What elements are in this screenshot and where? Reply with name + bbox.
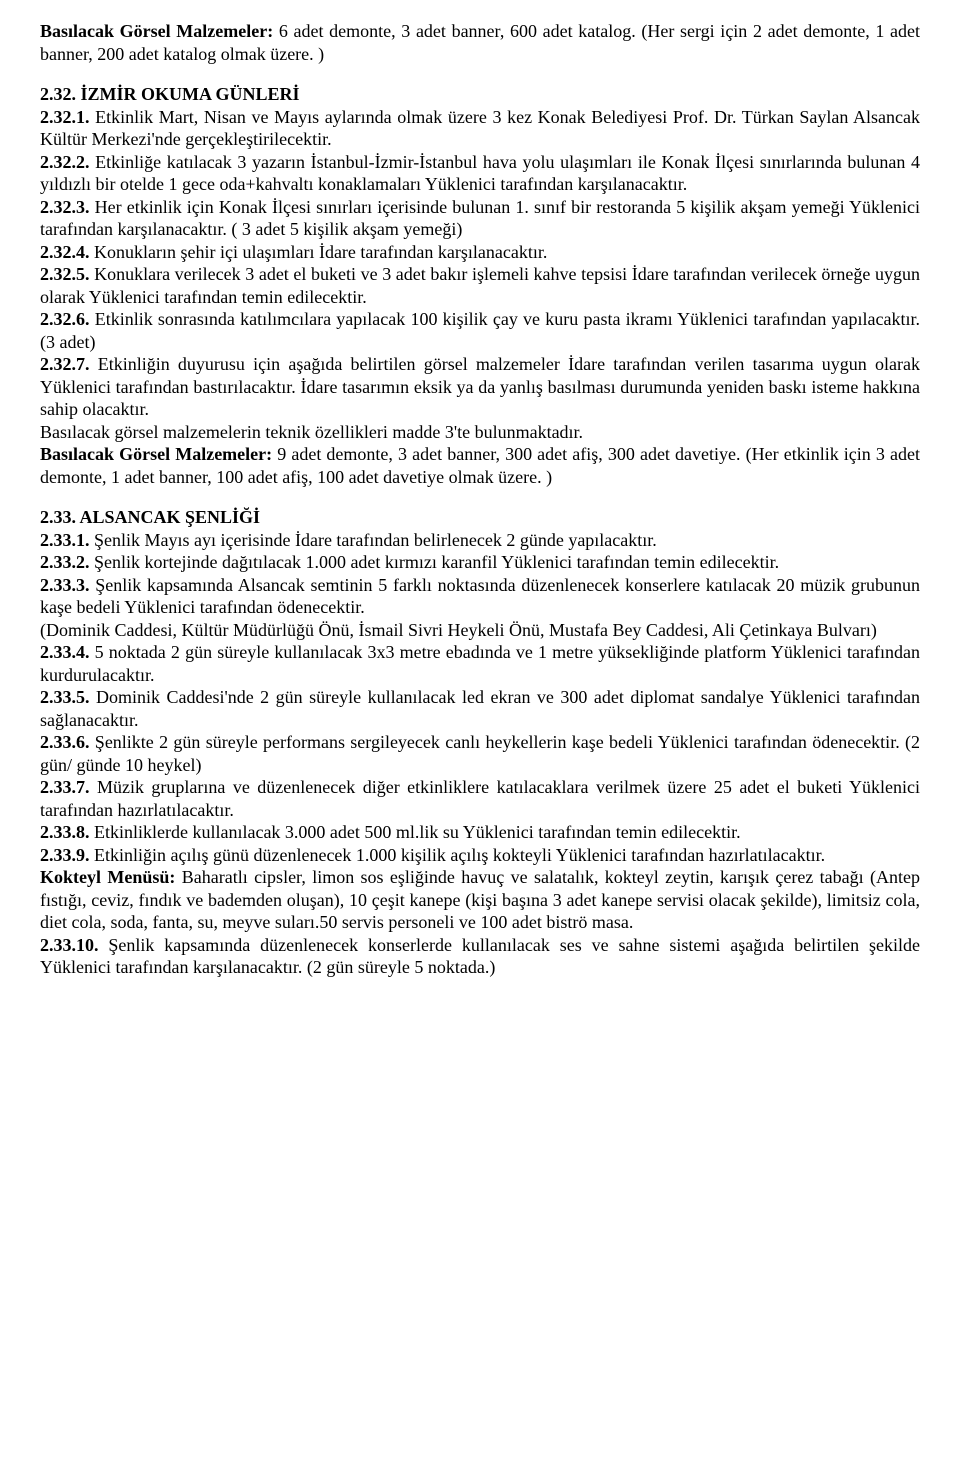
text: Şenlik kapsamında Alsancak semtinin 5 fa…	[40, 575, 920, 618]
item-232-7: 2.32.7. Etkinliğin duyurusu için aşağıda…	[40, 353, 920, 421]
item-233-2: 2.33.2. Şenlik kortejinde dağıtılacak 1.…	[40, 551, 920, 574]
item-232-3: 2.32.3. Her etkinlik için Konak İlçesi s…	[40, 196, 920, 241]
spacer	[40, 65, 920, 83]
text: Etkinliğe katılacak 3 yazarın İstanbul-İ…	[40, 152, 920, 195]
num: 2.32.5.	[40, 264, 90, 284]
num: 2.32.6.	[40, 309, 90, 329]
num: 2.32.4.	[40, 242, 90, 262]
label-bold: Basılacak Görsel Malzemeler:	[40, 21, 273, 41]
item-232-6: 2.32.6. Etkinlik sonrasında katılımcılar…	[40, 308, 920, 353]
num: 2.32.7.	[40, 354, 90, 374]
item-233-1: 2.33.1. Şenlik Mayıs ayı içerisinde İdar…	[40, 529, 920, 552]
text: Etkinlik Mart, Nisan ve Mayıs aylarında …	[40, 107, 920, 150]
item-233-5: 2.33.5. Dominik Caddesi'nde 2 gün süreyl…	[40, 686, 920, 731]
num: 2.33.3.	[40, 575, 90, 595]
heading-233: 2.33. ALSANCAK ŞENLİĞİ	[40, 506, 920, 529]
item-233-7: 2.33.7. Müzik gruplarına ve düzenlenecek…	[40, 776, 920, 821]
num: 2.33.8.	[40, 822, 90, 842]
item-232-7a: Basılacak görsel malzemelerin teknik öze…	[40, 421, 920, 444]
text: Etkinliklerde kullanılacak 3.000 adet 50…	[90, 822, 741, 842]
item-233-6: 2.33.6. Şenlikte 2 gün süreyle performan…	[40, 731, 920, 776]
num: 2.33.9.	[40, 845, 90, 865]
paragraph-intro-materials: Basılacak Görsel Malzemeler: 6 adet demo…	[40, 20, 920, 65]
item-232-4: 2.32.4. Konukların şehir içi ulaşımları …	[40, 241, 920, 264]
text: Şenlik kortejinde dağıtılacak 1.000 adet…	[90, 552, 780, 572]
heading-232: 2.32. İZMİR OKUMA GÜNLERİ	[40, 83, 920, 106]
text: Etkinliğin duyurusu için aşağıda belirti…	[40, 354, 920, 419]
item-232-2: 2.32.2. Etkinliğe katılacak 3 yazarın İs…	[40, 151, 920, 196]
item-232-1: 2.32.1. Etkinlik Mart, Nisan ve Mayıs ay…	[40, 106, 920, 151]
item-233-4: 2.33.4. 5 noktada 2 gün süreyle kullanıl…	[40, 641, 920, 686]
item-233-3: 2.33.3. Şenlik kapsamında Alsancak semti…	[40, 574, 920, 619]
text: Etkinliğin açılış günü düzenlenecek 1.00…	[90, 845, 826, 865]
num: 2.33.4.	[40, 642, 90, 662]
num: 2.33.1.	[40, 530, 90, 550]
num: 2.33.7.	[40, 777, 90, 797]
text: Dominik Caddesi'nde 2 gün süreyle kullan…	[40, 687, 920, 730]
text: Her etkinlik için Konak İlçesi sınırları…	[40, 197, 920, 240]
text: Şenlik kapsamında düzenlenecek konserler…	[40, 935, 920, 978]
text: Şenlik Mayıs ayı içerisinde İdare tarafı…	[90, 530, 657, 550]
item-233-3a: (Dominik Caddesi, Kültür Müdürlüğü Önü, …	[40, 619, 920, 642]
text: Konukların şehir içi ulaşımları İdare ta…	[90, 242, 548, 262]
spacer	[40, 488, 920, 506]
num: 2.32.2.	[40, 152, 90, 172]
num: 2.33.6.	[40, 732, 90, 752]
item-232-materials: Basılacak Görsel Malzemeler: 9 adet demo…	[40, 443, 920, 488]
num: 2.33.2.	[40, 552, 90, 572]
text: Şenlikte 2 gün süreyle performans sergil…	[40, 732, 920, 775]
item-233-9: 2.33.9. Etkinliğin açılış günü düzenlene…	[40, 844, 920, 867]
text: 5 noktada 2 gün süreyle kullanılacak 3x3…	[40, 642, 920, 685]
num: 2.32.3.	[40, 197, 90, 217]
label-bold: Kokteyl Menüsü:	[40, 867, 175, 887]
text: Etkinlik sonrasında katılımcılara yapıla…	[40, 309, 920, 352]
item-233-10: 2.33.10. Şenlik kapsamında düzenlenecek …	[40, 934, 920, 979]
num: 2.33.5.	[40, 687, 90, 707]
num: 2.33.10.	[40, 935, 99, 955]
item-233-8: 2.33.8. Etkinliklerde kullanılacak 3.000…	[40, 821, 920, 844]
item-233-kokteyl: Kokteyl Menüsü: Baharatlı cipsler, limon…	[40, 866, 920, 934]
label-bold: Basılacak Görsel Malzemeler:	[40, 444, 272, 464]
item-232-5: 2.32.5. Konuklara verilecek 3 adet el bu…	[40, 263, 920, 308]
text: Konuklara verilecek 3 adet el buketi ve …	[40, 264, 920, 307]
num: 2.32.1.	[40, 107, 90, 127]
text: Müzik gruplarına ve düzenlenecek diğer e…	[40, 777, 920, 820]
